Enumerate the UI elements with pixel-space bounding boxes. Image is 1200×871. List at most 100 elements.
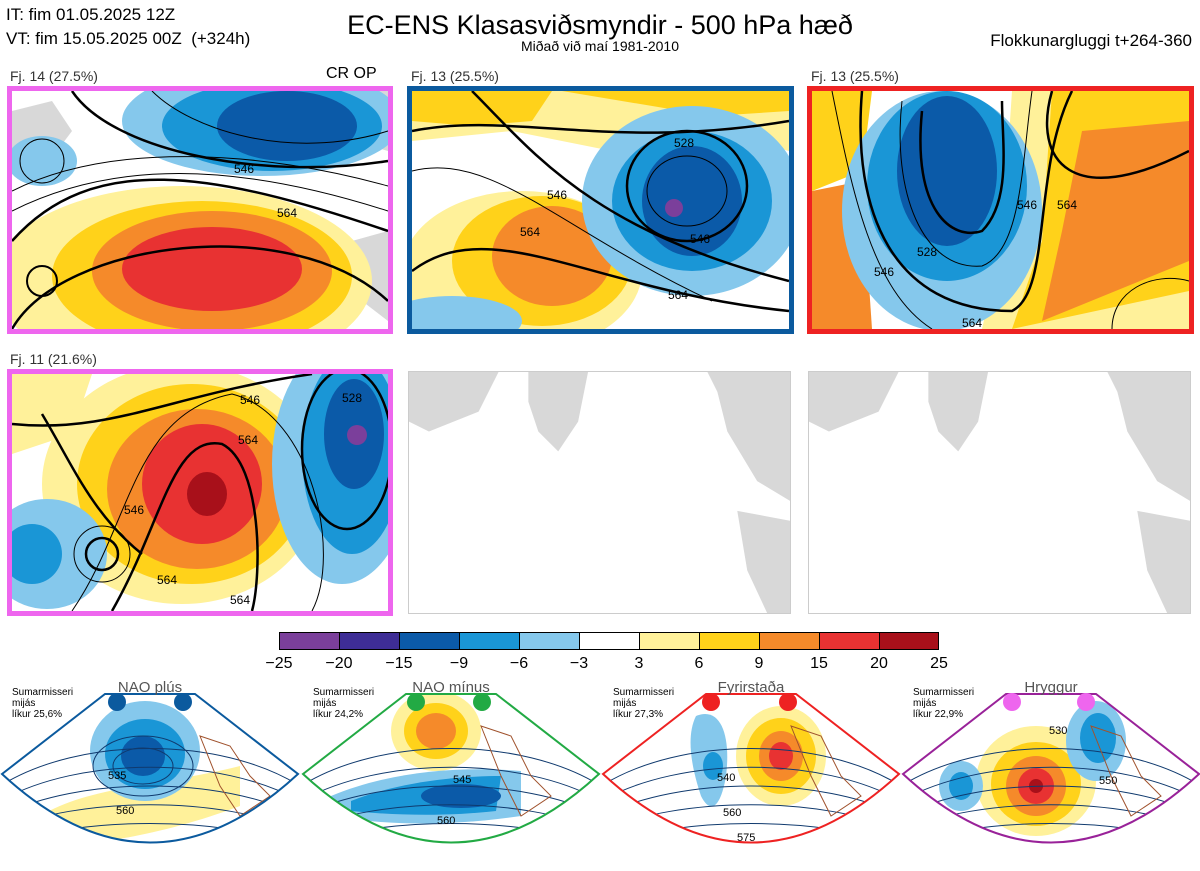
regime-dot (702, 693, 720, 711)
colorbar-segment (879, 632, 939, 650)
regime-contour-label: 560 (723, 807, 741, 819)
regime-probability: líkur 27,3% (613, 709, 664, 720)
regime-contour-label: 540 (717, 772, 735, 784)
regime-dot (473, 693, 491, 711)
regime-name: Fyrirstaða (717, 679, 785, 696)
colorbar-tick-label: −15 (385, 655, 413, 672)
page-subtitle: Miðað við maí 1981-2010 (521, 38, 679, 54)
regime-contour-label: 535 (108, 770, 126, 782)
contour-label: 528 (917, 245, 937, 259)
cluster-map-1-graphic: 546 564 (12, 91, 388, 329)
regime-dot (174, 693, 192, 711)
regime-probability: líkur 25,6% (12, 709, 63, 720)
cluster-map-4-graphic: 528 546 564 546 564 564 (12, 374, 388, 611)
contour-label: 546 (547, 188, 567, 202)
empty-map-5 (408, 371, 791, 614)
empty-map-6-graphic (809, 372, 1190, 613)
regime-dot (407, 693, 425, 711)
contour-label: 564 (668, 288, 688, 302)
anomaly-colorbar (279, 632, 939, 650)
regime-dot (779, 693, 797, 711)
regime-name: NAO mínus (412, 679, 490, 696)
contour-label: 564 (157, 573, 177, 587)
regime-ridge-map: 530 550 575 (901, 693, 1200, 844)
colorbar-tick-label: −6 (509, 655, 529, 672)
colorbar-segment (699, 632, 759, 650)
colorbar-tick-label: −20 (325, 655, 353, 672)
regime-period: mijás (913, 698, 937, 709)
regime-season: Sumarmisseri (613, 687, 675, 698)
panel-4-label: Fj. 11 (21.6%) (10, 351, 97, 367)
regime-contour-label: 545 (453, 774, 471, 786)
regime-blocking: 540 560 575 Fyrirstaða Sumarmisseri mijá… (601, 676, 901, 871)
colorbar-tick-label: −25 (265, 655, 293, 672)
regime-ridge: 530 550 575 Hryggur Sumarmisseri mijás l… (901, 676, 1200, 871)
regime-contour-label: 575 (447, 849, 465, 861)
colorbar-tick-label: 6 (694, 655, 704, 672)
contour-label: 546 (234, 162, 254, 176)
regime-contour-label: 550 (1099, 775, 1117, 787)
colorbar-segment (279, 632, 339, 650)
regime-period: mijás (313, 698, 337, 709)
contour-label: 546 (690, 232, 710, 246)
contour-label: 564 (238, 433, 258, 447)
regime-contour-label: 575 (737, 832, 755, 844)
contour-label: 528 (342, 391, 362, 405)
colorbar-tick-label: 25 (930, 655, 948, 672)
regime-dot (1003, 693, 1021, 711)
contour-label: 528 (674, 136, 694, 150)
cluster-map-2-graphic: 546 528 546 564 564 (412, 91, 789, 329)
regime-nao-plus: 535 560 NAO plús Sumarmisseri mijás líku… (0, 676, 300, 871)
empty-map-5-graphic (409, 372, 790, 613)
cluster-map-3-graphic: 546 564 528 546 564 (812, 91, 1189, 329)
panel-3-label: Fj. 13 (25.5%) (811, 68, 899, 84)
cluster-map-4: 528 546 564 546 564 564 (7, 369, 393, 616)
regime-dot (108, 693, 126, 711)
regime-contour-label: 560 (437, 815, 455, 827)
contour-label: 546 (1017, 198, 1037, 212)
colorbar-segment (579, 632, 639, 650)
regime-contour-label: 560 (116, 805, 134, 817)
colorbar-segment (399, 632, 459, 650)
contour-label: 564 (1057, 198, 1077, 212)
regime-info: Sumarmisseri mijás líkur 25,6% (12, 687, 73, 720)
regime-blocking-map: 540 560 575 (601, 693, 901, 844)
contour-label: 546 (124, 503, 144, 517)
contour-label: 564 (520, 225, 540, 239)
contour-label: 546 (874, 265, 894, 279)
regime-period: mijás (12, 698, 36, 709)
initial-time: IT: fim 01.05.2025 12Z (6, 5, 176, 24)
colorbar-tick-label: 15 (810, 655, 828, 672)
colorbar-segment (819, 632, 879, 650)
regime-info: Sumarmisseri mijás líkur 24,2% (313, 687, 374, 720)
regime-season: Sumarmisseri (313, 687, 375, 698)
colorbar-tick-label: 3 (634, 655, 644, 672)
colorbar-tick-label: −3 (569, 655, 589, 672)
cluster-map-3: 546 564 528 546 564 (807, 86, 1194, 334)
colorbar-segment (519, 632, 579, 650)
contour-label: 564 (962, 316, 982, 329)
regime-info: Sumarmisseri mijás líkur 22,9% (913, 687, 974, 720)
contour-label: 564 (277, 206, 297, 220)
regime-contour-label: 530 (1049, 725, 1067, 737)
colorbar-segment (459, 632, 519, 650)
panel-1-extra-label: CR OP (326, 65, 377, 82)
panel-2-label: Fj. 13 (25.5%) (411, 68, 499, 84)
regime-nao-minus: 545 560 575 NAO mínus Sumarmisseri mijás… (301, 676, 601, 871)
colorbar-segment (759, 632, 819, 650)
regime-period: mijás (613, 698, 637, 709)
regime-name: Hryggur (1024, 679, 1078, 696)
regime-dot (1077, 693, 1095, 711)
contour-label: 546 (240, 393, 260, 407)
regime-probability: líkur 24,2% (313, 709, 364, 720)
cluster-map-2: 546 528 546 564 564 (407, 86, 794, 334)
empty-map-6 (808, 371, 1191, 614)
cluster-map-1: 546 564 (7, 86, 393, 334)
regime-nao-plus-map: 535 560 (0, 693, 300, 844)
regime-season: Sumarmisseri (913, 687, 975, 698)
colorbar-tick-label: −9 (449, 655, 469, 672)
contour-label: 564 (230, 593, 250, 607)
regime-nao-minus-map: 545 560 575 (301, 693, 601, 861)
colorbar-segment (339, 632, 399, 650)
colorbar-tick-label: 9 (754, 655, 764, 672)
